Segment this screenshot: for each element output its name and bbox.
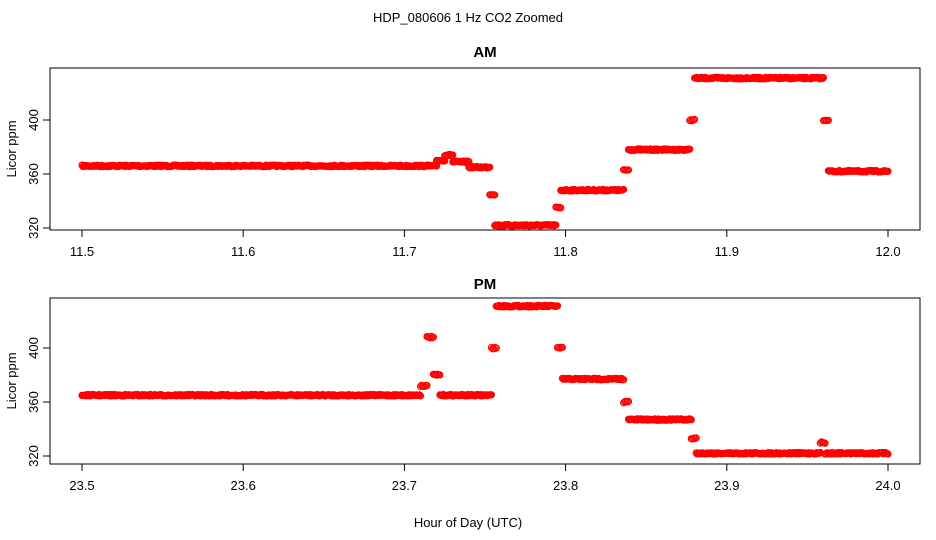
data-point [486,163,494,171]
panel-am-title: AM [473,44,496,61]
x-tick-label: 23.9 [714,478,739,493]
panel-am-points [78,73,892,230]
data-point [687,116,695,124]
data-point [624,397,633,405]
x-tick-label: 23.6 [231,478,256,493]
x-tick-label: 11.9 [715,244,739,259]
data-point [429,333,437,341]
y-tick-label: 320 [26,445,41,467]
data-point [619,185,628,194]
panel-pm-ylabel: Licor ppm [4,352,19,409]
data-point [619,376,628,384]
panel-pm: PM 23.5 23.6 23.7 23.8 23.9 24.0 320 360 400 Li… [4,276,921,493]
data-point [416,392,425,400]
x-tick-label: 11.8 [553,244,577,259]
data-point [558,343,567,351]
y-tick-label: 360 [26,163,41,185]
panel-am: AM 11.5 11.6 11.7 11.8 11.9 12.0 320 360 400 Li… [4,44,921,259]
x-tick-label: 11.6 [231,244,255,259]
data-point [557,204,565,212]
x-tick-label: 24.0 [875,478,900,493]
panel-am-y-axis: 320 360 400 [26,109,50,239]
data-point [449,151,457,159]
x-tick-label: 23.7 [392,478,417,493]
data-point [687,416,695,424]
data-point [819,73,828,82]
data-point [492,344,500,352]
data-point [686,145,694,153]
data-point [692,434,700,442]
y-tick-label: 320 [26,217,41,239]
y-tick-label: 400 [26,109,41,131]
panel-am-ylabel: Licor ppm [4,120,19,177]
x-tick-label: 12.0 [875,244,900,259]
x-tick-label: 23.5 [69,478,94,493]
panel-pm-y-axis: 320 360 400 [26,337,50,467]
data-point [821,439,829,447]
data-point [818,74,827,83]
y-tick-label: 360 [26,391,41,413]
panel-pm-plot-box [49,297,921,465]
x-tick-label: 11.7 [392,244,416,259]
x-axis-label: Hour of Day (UTC) [414,515,522,530]
data-point [487,391,495,399]
data-point [553,302,562,310]
panel-am-x-axis: 11.5 11.6 11.7 11.8 11.9 12.0 [70,230,901,259]
data-point [824,116,833,124]
data-point [624,166,633,174]
y-tick-label: 400 [26,337,41,359]
panel-pm-x-axis: 23.5 23.6 23.7 23.8 23.9 24.0 [69,464,901,493]
data-point [491,191,499,199]
data-point [884,450,892,458]
data-point [423,381,431,389]
panel-am-plot-box [49,67,921,231]
x-tick-label: 23.8 [553,478,578,493]
data-point [884,167,892,175]
x-tick-label: 11.5 [70,244,94,259]
panel-pm-title: PM [474,276,497,293]
data-point [690,115,699,124]
data-point [436,371,444,379]
data-point [552,221,560,229]
panel-pm-points [78,301,892,458]
data-point [416,391,424,399]
figure-title: HDP_080606 1 Hz CO2 Zoomed [373,10,563,25]
